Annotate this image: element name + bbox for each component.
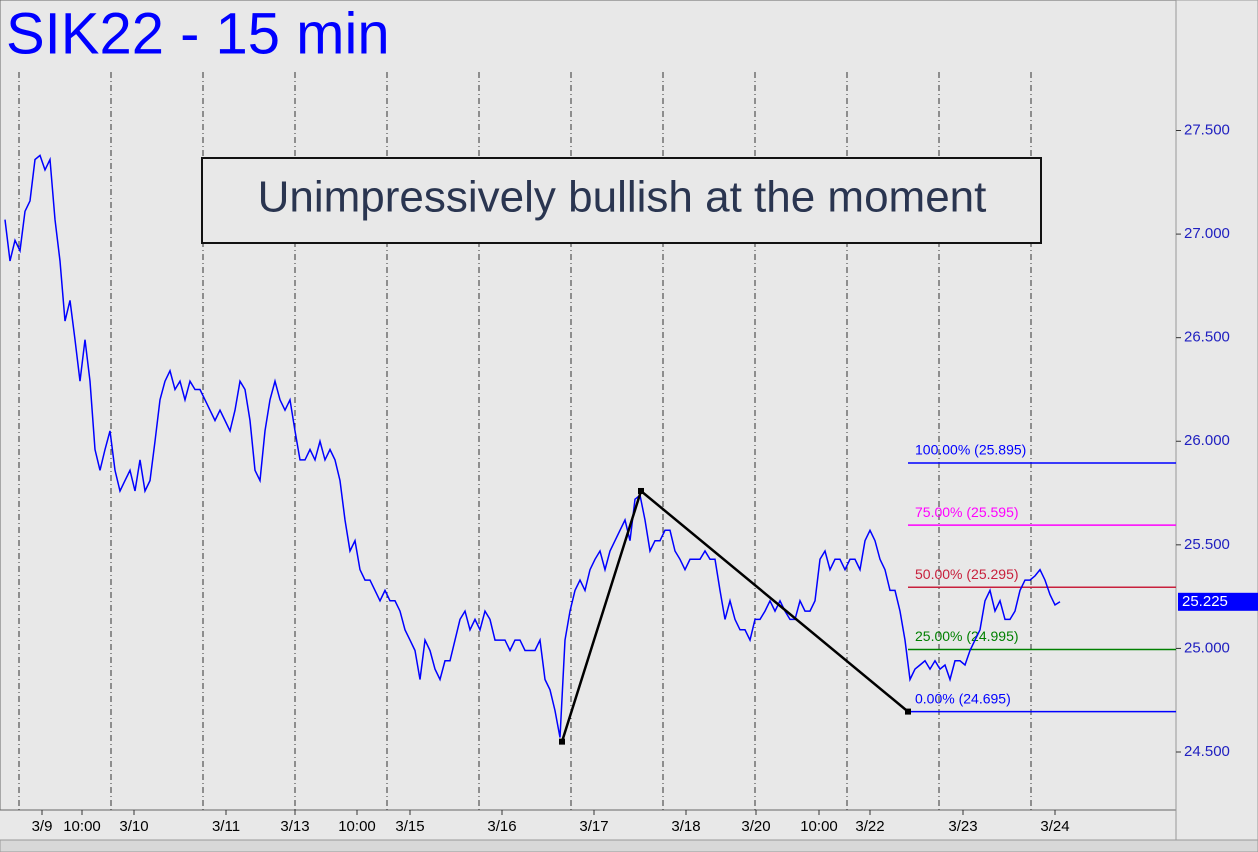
scrollbar[interactable] <box>0 839 1258 852</box>
fib-label: 25.00% (24.995) <box>915 628 1019 644</box>
x-tick-label: 10:00 <box>63 818 101 835</box>
price-line <box>4 154 1061 738</box>
y-tick-label: 25.000 <box>1184 639 1230 656</box>
annotation-box <box>201 157 1042 244</box>
annotation: Unimpressively bullish at the moment <box>258 173 987 222</box>
last-price-box <box>1178 592 1258 611</box>
y-tick-label: 24.500 <box>1184 743 1230 760</box>
swing-point <box>638 487 644 494</box>
x-tick-label: 10:00 <box>800 818 838 835</box>
y-axis-panel <box>1175 0 1258 841</box>
x-tick-label: 10:00 <box>338 818 376 835</box>
x-tick-label: 3/24 <box>1040 818 1069 835</box>
y-tick-label: 26.000 <box>1184 432 1230 449</box>
fib-label: 50.00% (25.295) <box>915 566 1019 582</box>
fib-label: 0.00% (24.695) <box>915 690 1011 706</box>
x-tick-label: 3/23 <box>948 818 977 835</box>
x-tick-label: 3/16 <box>487 818 516 835</box>
swing-point <box>559 738 565 745</box>
y-tick-label: 27.500 <box>1184 121 1230 138</box>
last-price-label: 25.225 <box>1182 593 1228 610</box>
y-tick-label: 27.000 <box>1184 225 1230 242</box>
fib-label: 100.00% (25.895) <box>915 442 1026 458</box>
x-tick-label: 3/13 <box>280 818 309 835</box>
x-tick-label: 3/22 <box>855 818 884 835</box>
x-tick-label: 3/10 <box>119 818 148 835</box>
plot-frame <box>0 0 1177 811</box>
y-tick-label: 26.500 <box>1184 329 1230 346</box>
x-tick-label: 3/18 <box>671 818 700 835</box>
y-tick-label: 25.500 <box>1184 536 1230 553</box>
x-tick-label: 3/17 <box>579 818 608 835</box>
x-tick-label: 3/11 <box>212 818 240 835</box>
chart-title: SIK22 - 15 min <box>6 1 390 66</box>
x-tick-label: 3/9 <box>32 818 53 835</box>
fib-label: 75.00% (25.595) <box>915 504 1019 520</box>
x-tick-label: 3/20 <box>741 818 770 835</box>
swing-point <box>905 708 911 715</box>
x-tick-label: 3/15 <box>395 818 424 835</box>
